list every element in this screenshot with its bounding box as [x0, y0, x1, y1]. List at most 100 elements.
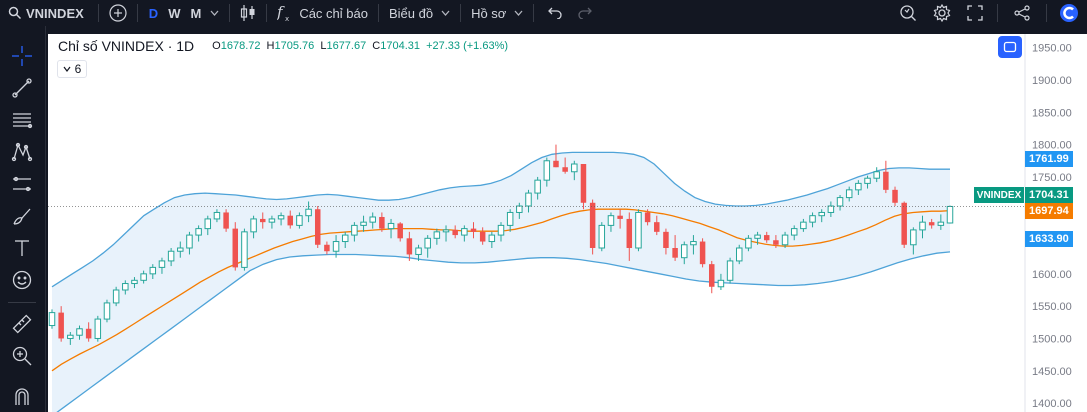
- candle-body: [250, 218, 257, 233]
- candle-body: [516, 205, 523, 213]
- price-tick-label: 1500.00: [1032, 333, 1072, 345]
- undo-icon[interactable]: [540, 0, 570, 26]
- candle-body: [580, 164, 587, 203]
- candle: [488, 231, 496, 248]
- candle-body: [470, 228, 477, 232]
- candle: [809, 212, 816, 228]
- candle: [223, 209, 229, 232]
- divider: [460, 4, 462, 22]
- chevron-down-icon[interactable]: [206, 8, 223, 18]
- candle: [131, 277, 138, 289]
- candle-body: [717, 279, 725, 288]
- ohlc-values: O1678.72 H1705.76 L1677.67 C1704.31 +27.…: [212, 40, 508, 52]
- compare-add-icon[interactable]: [105, 0, 131, 26]
- candle: [910, 227, 917, 255]
- legend-title[interactable]: Chỉ số VNINDEX · 1D: [58, 38, 195, 54]
- candle: [314, 206, 321, 248]
- candle-body: [260, 218, 266, 223]
- ruler-icon[interactable]: [8, 310, 36, 338]
- candle: [562, 157, 568, 174]
- candle-body: [287, 215, 293, 226]
- price-axis[interactable]: [1025, 34, 1087, 412]
- chevron-down-icon[interactable]: [510, 8, 527, 18]
- candle: [48, 309, 56, 329]
- candle-body: [415, 247, 422, 255]
- candle-body: [901, 202, 907, 245]
- candle-body: [726, 260, 734, 281]
- candle: [735, 244, 743, 265]
- timeframe-week[interactable]: W: [168, 5, 181, 21]
- indicators-collapse-toggle[interactable]: 6: [57, 60, 87, 78]
- candle-body: [497, 224, 505, 236]
- divider: [8, 302, 36, 303]
- bollinger-upper-band: [51, 151, 950, 288]
- candle-body: [864, 177, 871, 184]
- lower-band-price-label: 1633.90: [1025, 231, 1073, 247]
- crosshair-icon[interactable]: [8, 42, 36, 70]
- quick-search-icon[interactable]: [891, 0, 925, 26]
- candle-body: [763, 235, 770, 241]
- pattern-icon[interactable]: [8, 138, 36, 166]
- fullscreen-icon[interactable]: [959, 0, 991, 26]
- indicator-count: 6: [74, 62, 82, 76]
- candle-body: [479, 231, 486, 242]
- candle: [892, 186, 898, 206]
- candle-body: [204, 218, 212, 230]
- candle: [726, 257, 734, 284]
- candlestick-type-icon[interactable]: [236, 0, 260, 26]
- horizontal-lines-icon[interactable]: [8, 106, 36, 134]
- candle: [516, 202, 523, 219]
- symbol-search[interactable]: VNINDEX: [26, 5, 84, 21]
- brush-icon[interactable]: [8, 202, 36, 230]
- indicators-button[interactable]: Các chỉ báo: [299, 5, 368, 21]
- chevron-down-icon[interactable]: [437, 8, 454, 18]
- candle: [937, 214, 945, 230]
- zoom-in-icon[interactable]: [8, 342, 36, 370]
- bollinger-lower-band: [56, 251, 951, 412]
- chart-layout-button[interactable]: Biểu đồ: [388, 5, 434, 21]
- candle-body: [76, 328, 83, 336]
- candle: [709, 260, 715, 294]
- divider: [997, 4, 998, 22]
- timeframe-month[interactable]: M: [190, 5, 202, 21]
- measure-ruler-tool-icon[interactable]: [8, 170, 36, 198]
- candle: [827, 201, 835, 217]
- candle: [617, 209, 623, 229]
- candle-body: [433, 231, 441, 239]
- moving-average-price-label: 1697.94: [1025, 203, 1073, 219]
- price-tick-label: 1550.00: [1032, 301, 1072, 313]
- text-icon[interactable]: [8, 234, 36, 262]
- candle: [103, 299, 111, 323]
- candle: [167, 248, 175, 267]
- chart-pane[interactable]: 1950.001900.001850.001800.001750.001700.…: [48, 34, 1087, 412]
- candle-body: [277, 215, 285, 220]
- timeframe-day[interactable]: D: [148, 5, 159, 21]
- candle-body: [149, 266, 157, 275]
- trend-line-icon[interactable]: [8, 74, 36, 102]
- share-icon[interactable]: [1004, 0, 1040, 26]
- candle-body: [690, 241, 697, 246]
- candle: [232, 222, 239, 271]
- candle-body: [754, 234, 761, 239]
- sync-icon[interactable]: [998, 36, 1022, 58]
- magnet-icon[interactable]: [8, 382, 36, 410]
- price-tick-label: 1400.00: [1032, 398, 1072, 410]
- price-chart[interactable]: 1950.001900.001850.001800.001750.001700.…: [48, 34, 1087, 412]
- candle: [644, 209, 651, 226]
- profile-button[interactable]: Hồ sơ: [471, 5, 507, 21]
- candle-body: [268, 218, 276, 223]
- chevron-down-icon: [63, 66, 71, 72]
- close-key: C: [372, 40, 381, 52]
- candle: [845, 186, 853, 202]
- candle: [525, 189, 532, 213]
- candle: [406, 231, 413, 261]
- redo-icon[interactable]: [570, 0, 600, 26]
- candle-body: [397, 223, 403, 239]
- settings-gear-icon[interactable]: [925, 0, 959, 26]
- emoji-icon[interactable]: [8, 266, 36, 294]
- candle: [94, 315, 102, 342]
- search-icon[interactable]: [4, 0, 26, 26]
- candle-body: [800, 221, 807, 230]
- candle-body: [589, 202, 596, 248]
